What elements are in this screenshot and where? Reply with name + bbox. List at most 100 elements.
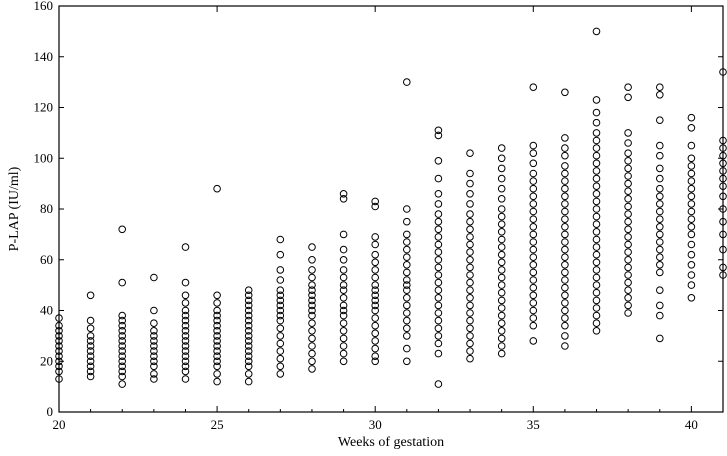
data-point [624, 149, 632, 157]
data-point [339, 349, 348, 358]
data-point [466, 217, 474, 226]
data-point [719, 245, 727, 254]
data-point [276, 316, 285, 325]
data-point [403, 344, 411, 353]
data-point [529, 149, 538, 157]
data-point [308, 357, 316, 366]
data-point [276, 354, 285, 363]
data-point [687, 113, 696, 122]
data-point [497, 258, 506, 267]
data-point [308, 349, 316, 358]
data-point [719, 192, 727, 201]
data-point [529, 215, 538, 223]
y-axis-title: P-LAP (IU/ml) [7, 166, 22, 251]
data-point [150, 375, 158, 383]
data-point [150, 362, 158, 371]
data-point [150, 306, 158, 315]
data-point [55, 362, 63, 371]
data-point [687, 261, 696, 269]
data-point [719, 217, 727, 226]
data-point [624, 301, 632, 310]
data-point [687, 162, 696, 170]
data-point [719, 174, 727, 183]
data-point [308, 334, 316, 343]
data-point [55, 342, 63, 350]
data-point [497, 349, 506, 358]
data-point [276, 296, 285, 305]
data-point [434, 200, 443, 208]
data-point [561, 230, 569, 239]
data-point [150, 332, 158, 340]
data-point [213, 327, 221, 335]
data-point [86, 291, 95, 300]
data-point [656, 311, 664, 320]
data-point [529, 141, 538, 150]
data-point [561, 245, 569, 254]
data-point [434, 174, 443, 183]
data-point [466, 233, 474, 241]
data-point [244, 301, 253, 310]
data-point [371, 250, 380, 259]
data-point [434, 126, 443, 135]
data-point [55, 321, 63, 330]
data-point [371, 344, 380, 353]
data-point [529, 276, 538, 284]
data-point [656, 301, 664, 310]
data-point [592, 167, 601, 175]
data-point [276, 235, 285, 244]
data-point [150, 337, 158, 345]
data-point [244, 311, 253, 320]
data-point [466, 169, 474, 178]
data-point [276, 250, 285, 259]
data-point [719, 151, 727, 160]
data-point [213, 299, 221, 307]
data-point [592, 108, 601, 117]
data-point [339, 266, 348, 274]
data-point [561, 223, 569, 231]
data-point [529, 230, 538, 239]
data-point [687, 124, 696, 132]
data-point [624, 233, 632, 241]
data-point [466, 278, 474, 287]
data-point [181, 321, 190, 330]
data-point [592, 118, 601, 127]
data-point [371, 301, 380, 310]
data-point [656, 116, 664, 124]
data-point [434, 271, 443, 279]
data-point [497, 205, 506, 213]
data-point [656, 164, 664, 173]
data-point [86, 347, 95, 355]
data-point [466, 149, 474, 157]
data-point [497, 228, 506, 236]
data-point [150, 357, 158, 366]
data-point [244, 357, 253, 366]
data-point [118, 362, 126, 371]
data-point [497, 281, 506, 289]
data-point [181, 337, 190, 345]
data-point [339, 195, 348, 203]
data-point [624, 240, 632, 249]
data-point [403, 294, 411, 302]
data-point [403, 324, 411, 333]
data-point [339, 301, 348, 310]
data-point [339, 286, 348, 295]
data-point [497, 154, 506, 163]
data-point [466, 286, 474, 295]
data-point [213, 306, 221, 315]
data-point [308, 327, 316, 335]
data-point [687, 250, 696, 259]
data-point [434, 225, 443, 234]
data-point [529, 238, 538, 246]
data-point [244, 362, 253, 371]
data-point [592, 205, 601, 213]
data-point [592, 296, 601, 305]
data-point [339, 327, 348, 335]
data-point [403, 238, 411, 246]
data-point [592, 258, 601, 267]
data-point [466, 240, 474, 249]
data-point [592, 304, 601, 312]
data-point [308, 301, 316, 310]
data-point [687, 154, 696, 163]
data-point [561, 177, 569, 185]
data-point [529, 184, 538, 193]
